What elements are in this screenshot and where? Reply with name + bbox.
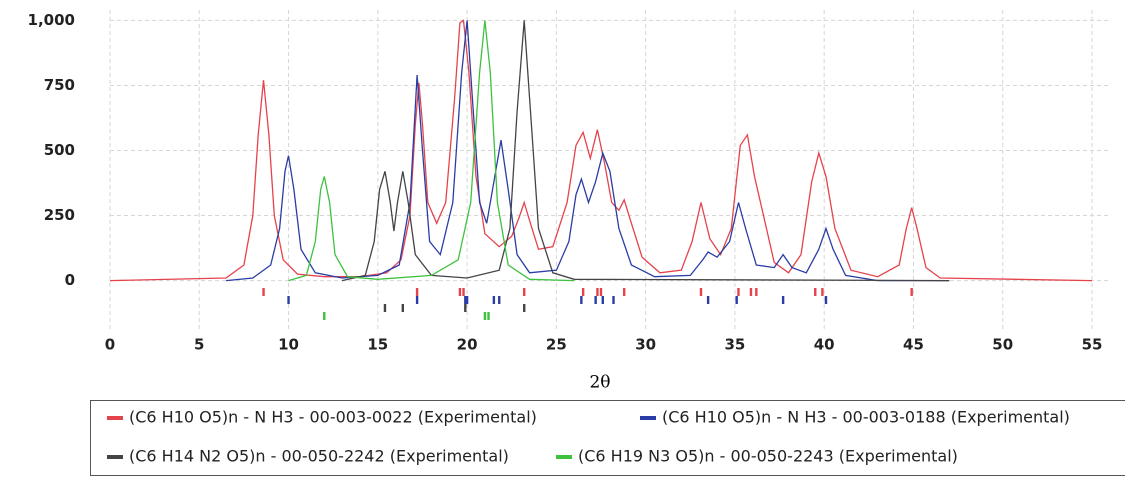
reference-stick (824, 296, 828, 304)
reference-stick (383, 304, 387, 312)
reference-stick (781, 296, 785, 304)
x-tick-label: 45 (903, 336, 924, 354)
y-tick-label: 0 (65, 271, 75, 289)
reference-stick (699, 288, 703, 296)
legend-swatch (107, 455, 123, 459)
x-axis-label: 2θ (589, 373, 610, 393)
reference-stick (612, 296, 615, 304)
reference-stick (735, 296, 738, 304)
reference-stick (706, 296, 710, 304)
legend-box (90, 400, 1125, 476)
y-tick-label: 750 (44, 76, 75, 94)
reference-stick (464, 304, 467, 312)
x-tick-label: 35 (724, 336, 745, 354)
reference-stick (601, 296, 604, 304)
x-tick-label: 40 (814, 336, 835, 354)
reference-stick (287, 296, 290, 304)
reference-stick (580, 296, 583, 304)
legend-label: (C6 H10 O5)n - N H3 - 00-003-0188 (Exper… (662, 408, 1070, 427)
y-tick-label: 500 (44, 141, 75, 159)
reference-stick (594, 296, 597, 304)
reference-stick (821, 288, 824, 296)
y-tick-label: 1,000 (28, 11, 75, 29)
reference-stick (523, 304, 526, 312)
legend-label: (C6 H19 N3 O5)n - 00-050-2243 (Experimen… (578, 447, 958, 466)
reference-stick (464, 296, 467, 304)
reference-stick (487, 312, 490, 320)
x-tick-label: 30 (635, 336, 656, 354)
x-tick-label: 5 (194, 336, 204, 354)
reference-stick (596, 288, 599, 296)
y-tick-label: 250 (44, 206, 75, 224)
reference-stick (910, 288, 913, 296)
reference-stick (415, 288, 419, 296)
reference-stick (581, 288, 585, 296)
reference-stick (814, 288, 817, 296)
reference-stick (323, 312, 326, 320)
legend-swatch (107, 416, 123, 420)
reference-stick (523, 288, 526, 296)
legend-swatch (640, 416, 656, 420)
x-tick-label: 55 (1082, 336, 1103, 354)
legend-label: (C6 H14 N2 O5)n - 00-050-2242 (Experimen… (129, 447, 509, 466)
x-tick-label: 10 (278, 336, 299, 354)
x-tick-label: 15 (367, 336, 388, 354)
reference-stick (458, 288, 462, 296)
reference-stick (492, 296, 496, 304)
reference-stick (749, 288, 753, 296)
reference-stick (401, 304, 405, 312)
reference-stick (415, 296, 419, 304)
legend-swatch (556, 455, 572, 459)
reference-stick (737, 288, 740, 296)
reference-stick (623, 288, 626, 296)
x-tick-label: 25 (546, 336, 567, 354)
x-tick-label: 0 (105, 336, 115, 354)
legend-label: (C6 H10 O5)n - N H3 - 00-003-0022 (Exper… (129, 408, 537, 427)
x-tick-label: 50 (992, 336, 1013, 354)
reference-stick (483, 312, 487, 320)
reference-stick (462, 288, 465, 296)
reference-stick (599, 288, 603, 296)
reference-stick (465, 296, 469, 304)
series-line (288, 20, 575, 282)
series-line (341, 20, 950, 282)
reference-stick (262, 288, 265, 296)
reference-stick (755, 288, 758, 296)
x-tick-label: 20 (457, 336, 478, 354)
reference-stick (498, 296, 501, 304)
